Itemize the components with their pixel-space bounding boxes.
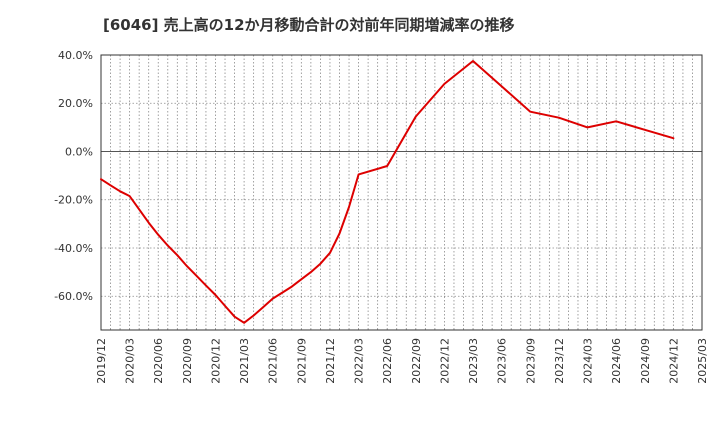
x-tick-label: 2019/12 <box>95 338 108 384</box>
y-tick-label: 40.0% <box>58 49 93 62</box>
x-tick-label: 2021/09 <box>295 338 308 384</box>
x-tick-label: 2023/12 <box>553 338 566 384</box>
x-tick-label: 2020/12 <box>209 338 222 384</box>
x-tick-label: 2020/09 <box>181 338 194 384</box>
x-tick-label: 2020/03 <box>124 338 137 384</box>
data-series <box>100 60 675 324</box>
y-tick-label: -20.0% <box>54 194 93 207</box>
x-tick-label: 2022/06 <box>381 338 394 384</box>
x-tick-label: 2021/06 <box>267 338 280 384</box>
x-tick-label: 2022/12 <box>438 338 451 384</box>
x-tick-label: 2023/09 <box>524 338 537 384</box>
x-tick-label: 2025/03 <box>696 338 709 384</box>
y-tick-label: 0.0% <box>65 145 93 158</box>
x-tick-label: 2022/03 <box>353 338 366 384</box>
x-tick-label: 2023/06 <box>496 338 509 384</box>
y-tick-label: -60.0% <box>54 290 93 303</box>
x-tick-label: 2024/06 <box>610 338 623 384</box>
plot-border <box>100 54 703 331</box>
grid-lines <box>100 54 703 330</box>
axes <box>100 54 703 331</box>
x-tick-label: 2024/09 <box>639 338 652 384</box>
x-tick-label: 2023/03 <box>467 338 480 384</box>
y-tick-label: 20.0% <box>58 97 93 110</box>
y-tick-label: -40.0% <box>54 242 93 255</box>
x-tick-label: 2024/12 <box>667 338 680 384</box>
x-tick-label: 2021/12 <box>324 338 337 384</box>
x-tick-label: 2021/03 <box>238 338 251 384</box>
tick-labels: 40.0% 20.0% 0.0% -20.0% -40.0% -60.0% 2019/12 2… <box>54 49 709 384</box>
series-line <box>100 60 675 324</box>
x-tick-label: 2022/09 <box>410 338 423 384</box>
x-tick-label: 2024/03 <box>582 338 595 384</box>
plot-area <box>101 55 702 330</box>
x-tick-label: 2020/06 <box>152 338 165 384</box>
chart-title: [6046] 売上高の12か月移動合計の対前年同期増減率の推移 <box>103 16 515 34</box>
